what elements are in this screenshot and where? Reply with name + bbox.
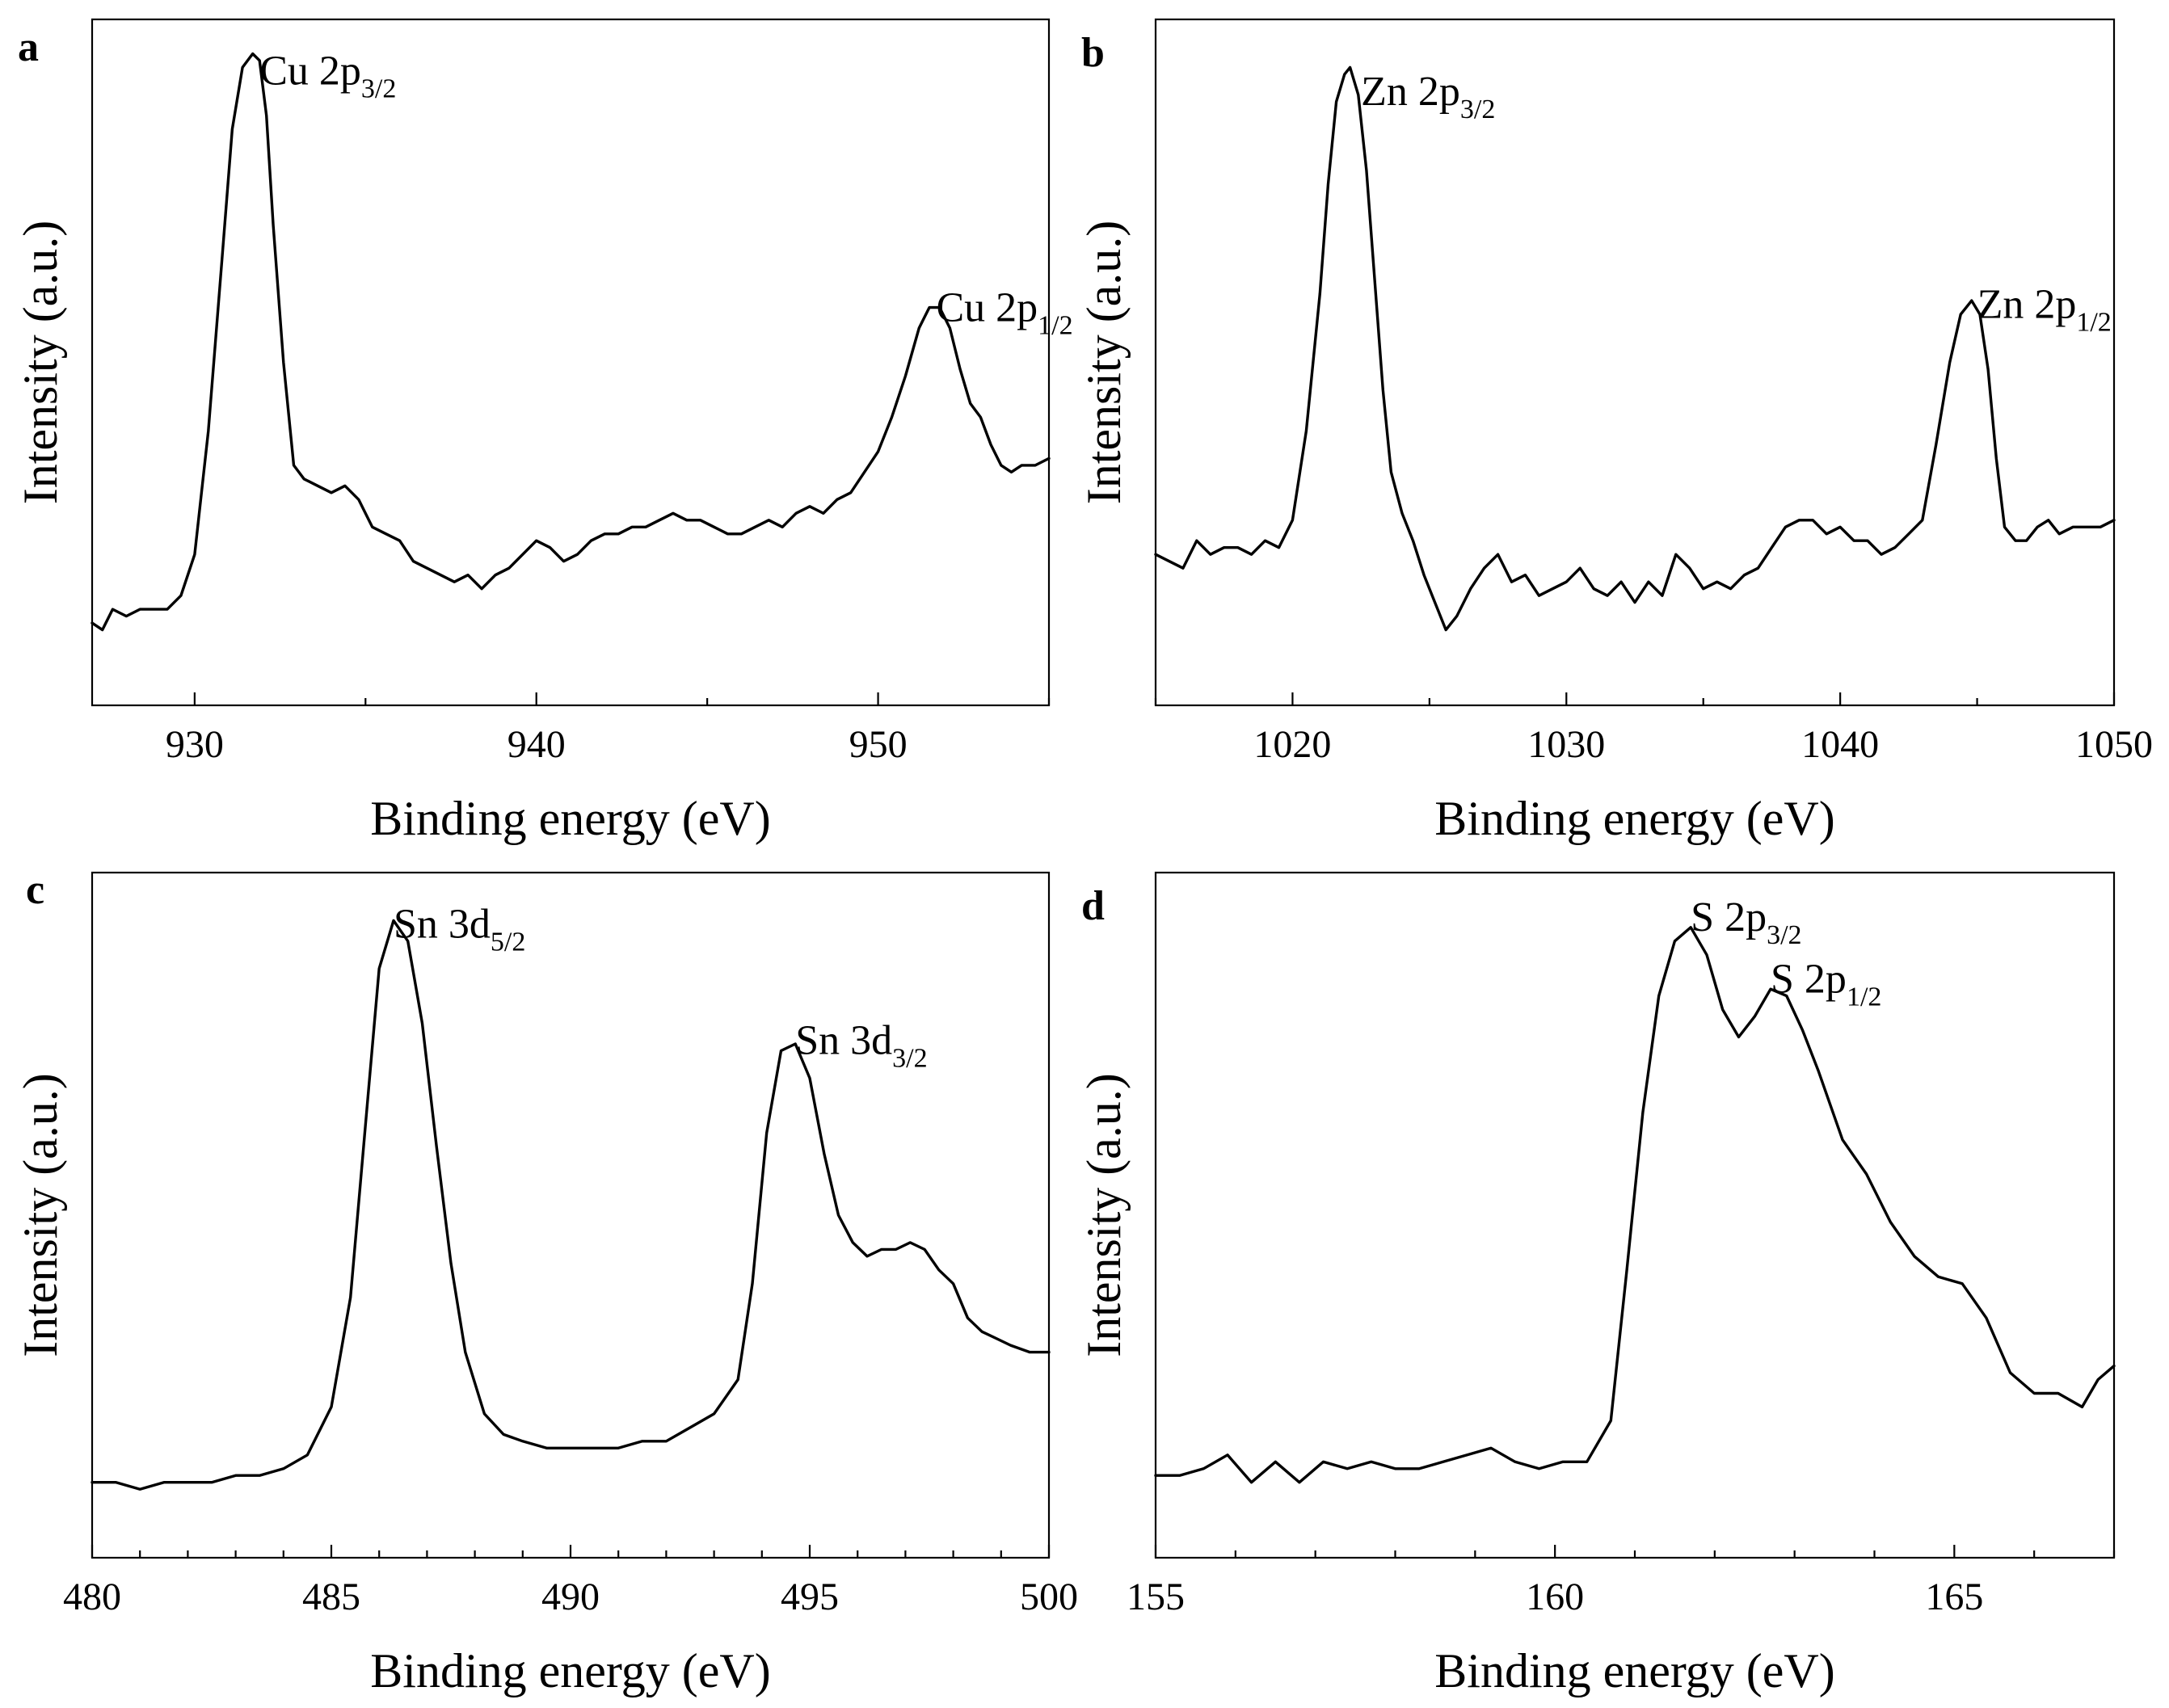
x-tick-label: 1050 (2075, 723, 2153, 766)
panel-a-cu-2p: a 930 940 950 Binding energy (eV) Intensity (… (14, 18, 1073, 845)
x-tick-label: 930 (166, 723, 224, 766)
x-tick-label: 1020 (1253, 723, 1331, 766)
peak-label-main: Sn 3d (394, 902, 491, 948)
plot-frame (1154, 871, 2116, 1559)
peak-label: Cu 2p3/2 (259, 48, 396, 104)
peak-label: Sn 3d3/2 (795, 1018, 927, 1074)
peak-label: Zn 2p3/2 (1361, 69, 1495, 124)
x-tick-label: 1030 (1527, 723, 1605, 766)
x-tick-label: 950 (849, 723, 908, 766)
peak-label-sub: 3/2 (1767, 920, 1801, 950)
panel-letter: b (1081, 30, 1105, 76)
x-tick-label: 1040 (1801, 723, 1879, 766)
x-tick-label: 480 (63, 1575, 121, 1618)
peak-label-sub: 5/2 (491, 928, 525, 957)
x-axis-title: Binding energy (eV) (1434, 792, 1834, 845)
x-tick-label: 485 (302, 1575, 360, 1618)
peak-label-main: S 2p (1691, 894, 1767, 940)
spectrum-line-zn-2p (1154, 65, 2116, 632)
x-tick-label: 495 (781, 1575, 839, 1618)
y-axis-title: Intensity (a.u.) (14, 221, 67, 505)
x-tick-label: 160 (1526, 1575, 1584, 1618)
panel-letter: a (18, 24, 39, 70)
x-tick-label: 500 (1020, 1575, 1078, 1618)
panel-b-zn-2p: b 1020 1030 1040 1050 Binding energy (eV) Inte… (1077, 18, 2153, 845)
peak-label: S 2p1/2 (1771, 956, 1881, 1012)
peak-label-sub: 3/2 (1460, 95, 1495, 124)
peak-label-main: Zn 2p (1361, 69, 1460, 115)
x-tick-label: 490 (541, 1575, 600, 1618)
panel-letter: d (1081, 883, 1105, 929)
panel-c-sn-3d: c 480 485 490 495 500 Binding energy (eV) Inten… (14, 867, 1078, 1697)
panel-d-s-2p: d 155 160 165 Binding energy (eV) Intensity (… (1077, 871, 2116, 1697)
peak-label-sub: 3/2 (892, 1044, 927, 1074)
plot-frame (91, 18, 1051, 707)
x-axis-title: Binding energy (eV) (370, 792, 770, 845)
x-tick-label: 940 (508, 723, 566, 766)
y-axis-title: Intensity (a.u.) (1077, 221, 1131, 505)
peak-label: Cu 2p1/2 (936, 285, 1072, 341)
plot-frame (1154, 18, 2116, 707)
peak-label: Zn 2p1/2 (1977, 281, 2112, 337)
spectrum-line-cu-2p (91, 52, 1051, 632)
peak-label: S 2p3/2 (1691, 894, 1801, 950)
peak-label: Sn 3d5/2 (394, 902, 525, 957)
spectrum-line-s-2p (1154, 926, 2116, 1484)
peak-label-sub: 1/2 (2076, 307, 2111, 337)
peak-label-sub: 3/2 (361, 74, 396, 104)
peak-label-main: Cu 2p (259, 48, 361, 95)
peak-label-main: Zn 2p (1977, 281, 2077, 327)
peak-label-main: Cu 2p (936, 285, 1038, 331)
x-axis-title: Binding energy (eV) (370, 1644, 770, 1697)
x-axis-title: Binding energy (eV) (1434, 1644, 1834, 1697)
y-axis-title: Intensity (a.u.) (1077, 1073, 1131, 1357)
peak-label-sub: 1/2 (1847, 982, 1881, 1012)
spectrum-line-sn-3d (91, 919, 1051, 1491)
peak-label-sub: 1/2 (1038, 311, 1072, 341)
peak-label-main: Sn 3d (795, 1018, 892, 1064)
x-tick-label: 165 (1925, 1575, 1983, 1618)
plot-frame (91, 871, 1051, 1559)
peak-label-main: S 2p (1771, 956, 1847, 1002)
panel-letter: c (26, 867, 44, 913)
x-tick-label: 155 (1127, 1575, 1185, 1618)
y-axis-title: Intensity (a.u.) (14, 1073, 67, 1357)
